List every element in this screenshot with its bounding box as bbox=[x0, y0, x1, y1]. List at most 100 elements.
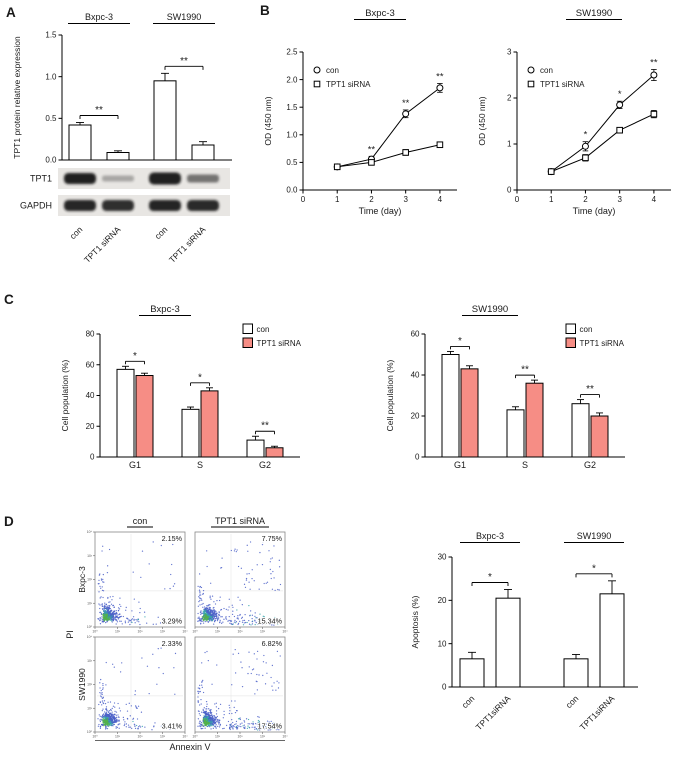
scatter-dot bbox=[105, 727, 107, 729]
significance-label: * bbox=[458, 336, 462, 347]
scatter-dot bbox=[204, 723, 206, 725]
scatter-dot bbox=[151, 729, 153, 731]
scatter-dot bbox=[140, 576, 142, 579]
scatter-dot bbox=[241, 616, 244, 618]
scatter-dot bbox=[278, 682, 280, 684]
scatter-dot bbox=[113, 721, 115, 724]
scatter-dot bbox=[215, 718, 218, 720]
scatter-dot bbox=[197, 687, 199, 689]
scatter-dot bbox=[100, 693, 102, 695]
legend-label: con bbox=[580, 325, 593, 334]
scatter-dot bbox=[228, 606, 230, 608]
x-tick-label: 2 bbox=[583, 195, 588, 204]
scatter-dot bbox=[129, 726, 131, 728]
scatter-dot bbox=[200, 723, 202, 726]
group-header: SW1990 bbox=[167, 12, 202, 22]
scatter-dot bbox=[258, 716, 260, 718]
scatter-dot bbox=[240, 567, 243, 569]
scatter-dot bbox=[197, 700, 199, 702]
scatter-dot bbox=[106, 722, 109, 724]
scatter-dot bbox=[215, 613, 217, 615]
scatter-dot bbox=[278, 724, 280, 727]
scatter-dot bbox=[212, 721, 215, 724]
scatter-dot bbox=[235, 622, 237, 624]
scatter-dot bbox=[105, 614, 107, 616]
scatter-dot bbox=[104, 607, 107, 609]
scatter-dot bbox=[217, 707, 220, 710]
scatter-dot bbox=[135, 724, 138, 727]
scatter-dot bbox=[115, 619, 117, 621]
flow-x-tick-label: 10⁰ bbox=[192, 630, 198, 634]
scatter-dot bbox=[233, 725, 235, 728]
scatter-dot bbox=[127, 724, 130, 726]
scatter-dot bbox=[234, 723, 236, 726]
blot-band bbox=[64, 200, 96, 211]
scatter-dot bbox=[197, 692, 200, 694]
scatter-dot bbox=[225, 608, 227, 611]
scatter-dot bbox=[99, 725, 102, 728]
blot-lane-label: con bbox=[153, 224, 170, 241]
scatter-dot bbox=[206, 725, 209, 728]
scatter-dot bbox=[102, 605, 104, 608]
scatter-dot bbox=[116, 719, 118, 721]
scatter-dot bbox=[173, 667, 175, 669]
scatter-dot bbox=[129, 715, 131, 717]
scatter-dot bbox=[101, 716, 103, 719]
scatter-dot bbox=[203, 711, 205, 713]
significance-label: ** bbox=[180, 56, 188, 67]
scatter-dot bbox=[231, 726, 233, 728]
scatter-dot bbox=[134, 724, 136, 726]
scatter-dot bbox=[101, 697, 104, 700]
scatter-dot bbox=[105, 706, 108, 708]
scatter-dot bbox=[99, 616, 101, 619]
scatter-dot bbox=[220, 608, 223, 611]
flow-x-tick-label: 10² bbox=[138, 735, 144, 739]
scatter-dot bbox=[263, 728, 265, 730]
scatter-dot bbox=[262, 540, 264, 543]
scatter-dot bbox=[121, 662, 123, 664]
scatter-dot bbox=[123, 719, 125, 721]
scatter-dot bbox=[228, 615, 230, 618]
bar bbox=[200, 390, 219, 458]
scatter-dot bbox=[113, 615, 115, 618]
scatter-dot bbox=[273, 624, 275, 626]
scatter-dot bbox=[213, 608, 215, 611]
y-tick-label: 0.0 bbox=[286, 186, 298, 195]
significance-label: * bbox=[584, 130, 588, 141]
scatter-dot bbox=[110, 615, 112, 618]
scatter-dot bbox=[135, 706, 137, 708]
scatter-dot bbox=[104, 716, 106, 718]
scatter-dot bbox=[197, 620, 199, 622]
scatter-dot bbox=[241, 667, 243, 669]
scatter-dot bbox=[211, 595, 214, 597]
scatter-dot bbox=[217, 614, 219, 616]
scatter-dot bbox=[220, 616, 222, 618]
scatter-dot bbox=[204, 713, 207, 715]
scatter-dot bbox=[268, 727, 271, 730]
scatter-dot bbox=[233, 550, 236, 552]
scatter-dot bbox=[144, 616, 146, 618]
flow-x-tick-label: 10⁰ bbox=[92, 735, 98, 739]
scatter-dot bbox=[119, 620, 121, 622]
scatter-dot bbox=[199, 591, 201, 593]
scatter-dot bbox=[201, 603, 203, 606]
scatter-dot bbox=[197, 725, 199, 727]
scatter-dot bbox=[234, 648, 236, 651]
scatter-dot bbox=[126, 710, 129, 712]
scatter-dot bbox=[106, 723, 108, 726]
scatter-dot bbox=[115, 616, 117, 619]
scatter-dot bbox=[209, 723, 212, 725]
scatter-dot bbox=[254, 722, 257, 725]
scatter-dot bbox=[211, 616, 214, 618]
scatter-dot bbox=[124, 622, 127, 624]
scatter-dot bbox=[199, 688, 201, 690]
significance-label: * bbox=[488, 572, 492, 583]
scatter-dot bbox=[223, 714, 225, 716]
scatter-dot bbox=[106, 611, 108, 614]
scatter-dot bbox=[169, 727, 171, 729]
scatter-dot bbox=[108, 605, 110, 607]
scatter-dot bbox=[164, 724, 166, 726]
flow-col-header: con bbox=[133, 516, 148, 526]
scatter-dot bbox=[207, 714, 209, 716]
scatter-dot bbox=[270, 676, 272, 679]
